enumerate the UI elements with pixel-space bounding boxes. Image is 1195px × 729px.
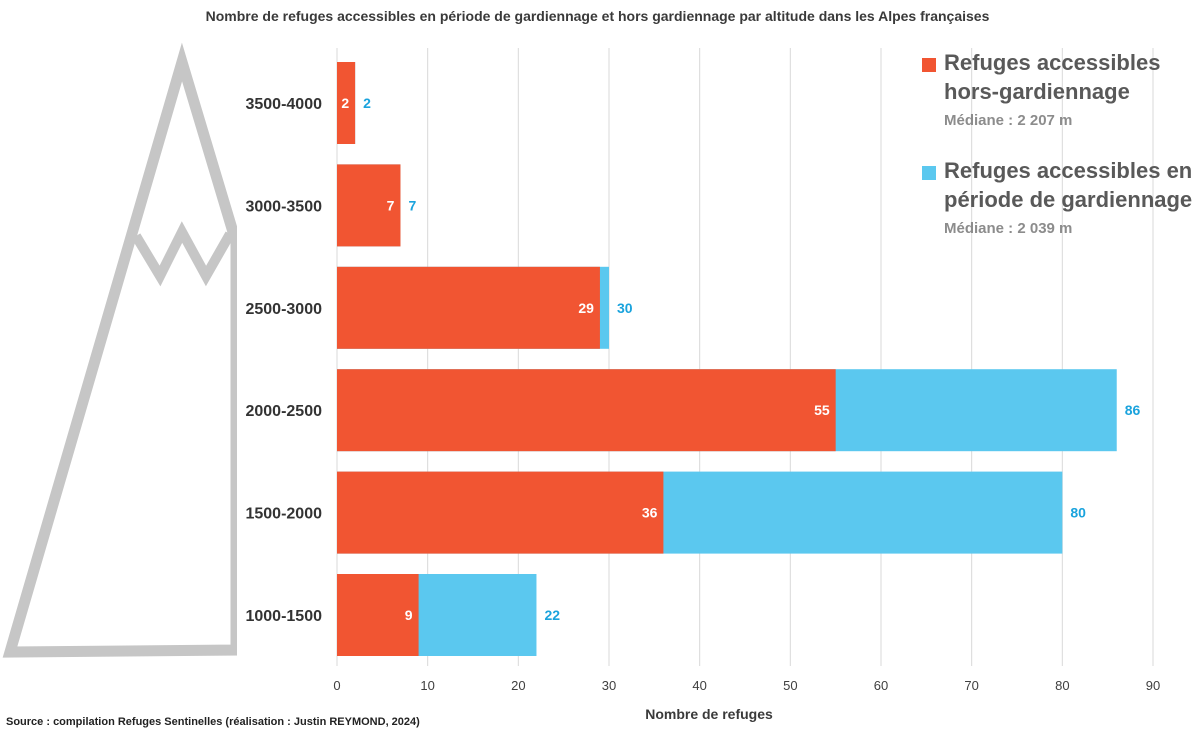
data-label-gardiennage: 2 (363, 95, 371, 111)
data-label-hors: 2 (341, 95, 349, 111)
legend-label-hors: Refuges accessibles hors-gardiennage (944, 48, 1160, 106)
x-axis-label: Nombre de refuges (645, 706, 773, 722)
category-label: 2000-2500 (245, 403, 322, 420)
x-tick-label: 0 (333, 678, 340, 693)
legend-hors-line2: hors-gardiennage (944, 79, 1130, 104)
x-tick-label: 30 (602, 678, 616, 693)
data-label-gardiennage: 86 (1125, 402, 1141, 418)
data-label-gardiennage: 7 (408, 197, 416, 213)
mountain-illustration (2, 40, 257, 670)
data-label-gardiennage: 22 (544, 607, 560, 623)
legend-median-hors: Médiane : 2 207 m (944, 112, 1073, 129)
bar-hors-gardiennage (337, 266, 600, 349)
mountain-snowline (131, 221, 235, 287)
mountain-outline (2, 42, 242, 658)
data-labels: 2 2 7 7 29 30 55 86 36 80 9 22 (341, 95, 1140, 623)
data-label-hors: 7 (387, 197, 395, 213)
data-label-hors: 29 (578, 300, 594, 316)
category-label: 1500-2000 (245, 506, 322, 523)
x-tick-label: 50 (783, 678, 797, 693)
x-tick-label: 90 (1146, 678, 1160, 693)
data-label-gardiennage: 80 (1070, 505, 1086, 521)
x-tick-label: 60 (874, 678, 888, 693)
grid-lines (336, 48, 1154, 666)
bar-hors-gardiennage (337, 369, 836, 452)
data-label-hors: 55 (814, 402, 830, 418)
bars-group (337, 62, 1117, 656)
category-label: 3000-3500 (245, 198, 322, 215)
bar-hors-gardiennage (337, 471, 664, 554)
x-tick-label: 80 (1055, 678, 1069, 693)
mountain-mask (237, 40, 257, 670)
legend-swatch-gard (922, 166, 936, 180)
chart-title: Nombre de refuges accessibles en période… (205, 8, 990, 24)
legend-swatch-hors (922, 58, 936, 72)
legend-gard-line1: Refuges accessibles en (944, 158, 1193, 183)
data-label-gardiennage: 30 (617, 300, 633, 316)
legend-median-gard: Médiane : 2 039 m (944, 220, 1073, 237)
source-note: Source : compilation Refuges Sentinelles… (6, 716, 420, 728)
category-labels: 3500-4000 3000-3500 2500-3000 2000-2500 1500… (245, 96, 322, 625)
category-label: 2500-3000 (245, 301, 322, 318)
data-label-hors: 9 (405, 607, 413, 623)
bar-hors-gardiennage (337, 164, 401, 247)
x-tick-label: 10 (420, 678, 434, 693)
legend-hors-line1: Refuges accessibles (944, 50, 1161, 75)
x-tick-label: 40 (692, 678, 706, 693)
x-tick-labels: 0 10 20 30 40 50 60 70 80 90 (333, 678, 1160, 693)
x-tick-label: 70 (964, 678, 978, 693)
bar-hors-gardiennage (337, 574, 419, 656)
category-label: 1000-1500 (245, 608, 322, 625)
legend-label-gard: Refuges accessibles en période de gardie… (944, 156, 1192, 214)
bar-hors-gardiennage (337, 62, 356, 144)
data-label-hors: 36 (642, 505, 658, 521)
category-label: 3500-4000 (245, 96, 322, 113)
x-tick-label: 20 (511, 678, 525, 693)
legend-gard-line2: période de gardiennage (944, 187, 1193, 212)
